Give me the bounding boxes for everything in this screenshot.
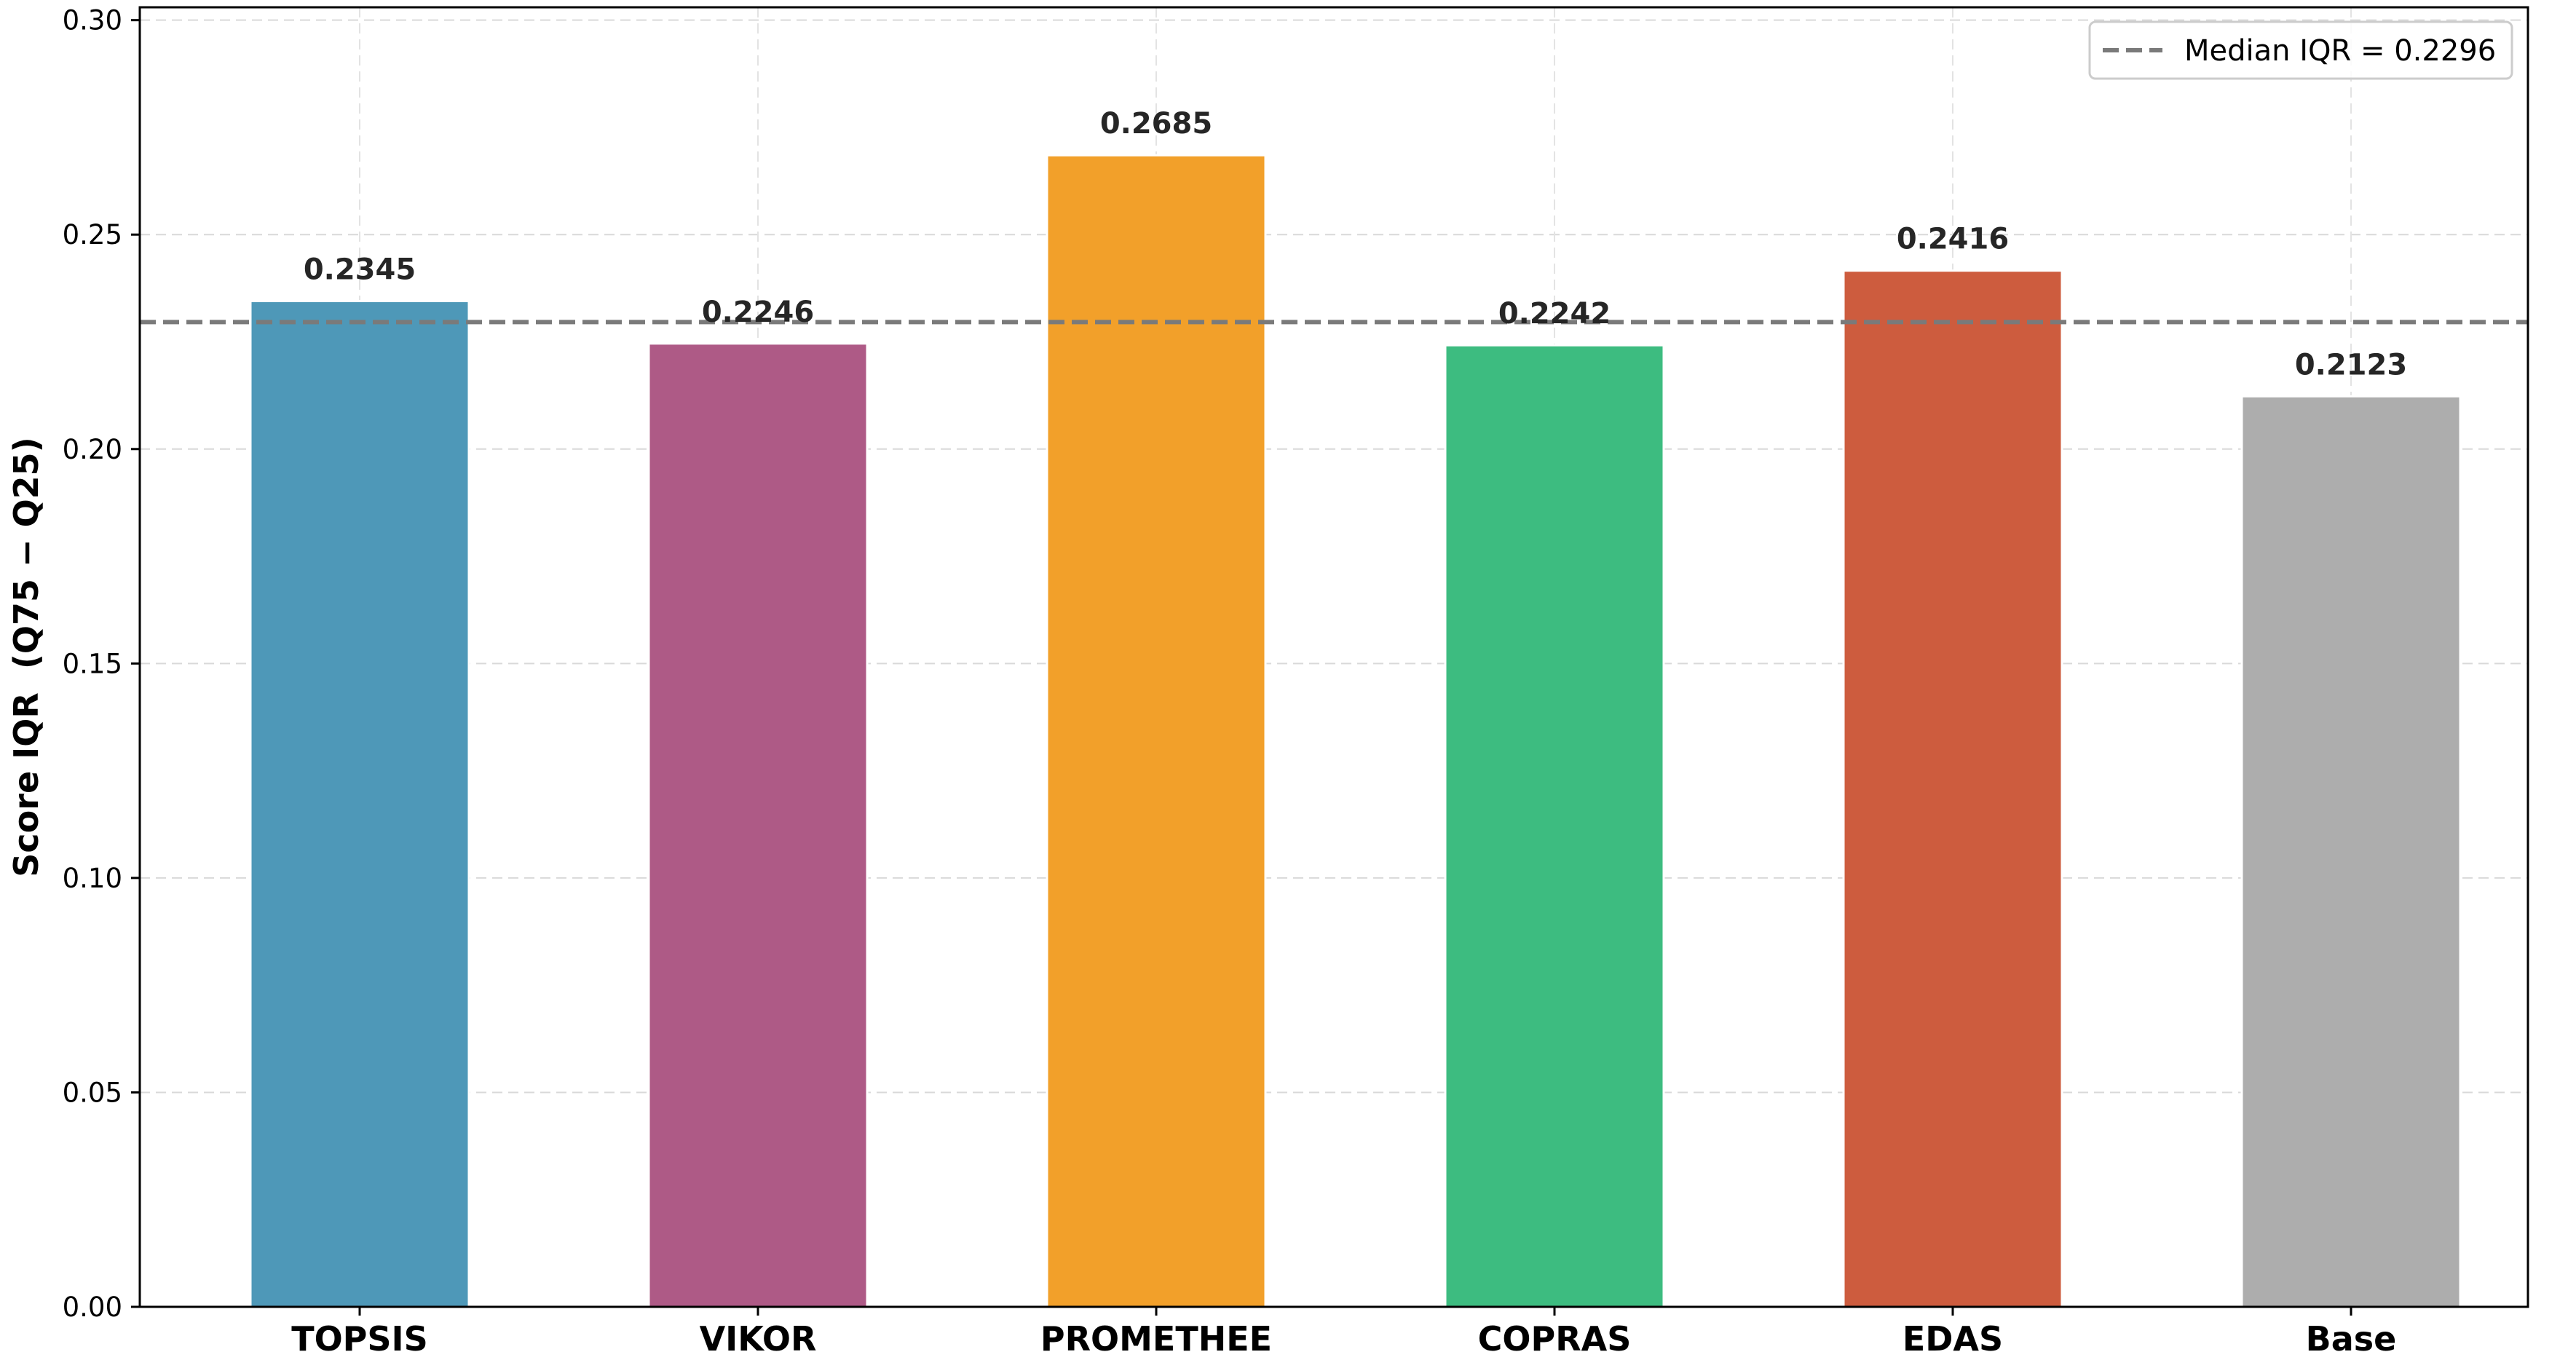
x-tick-label: PROMETHEE [1040,1319,1272,1359]
y-tick-label: 0.20 [63,434,122,465]
bar-edas [1842,269,2063,1308]
bar-copras [1444,344,1665,1308]
bar-value-label: 0.2123 [2295,348,2407,381]
bar-base [2240,395,2462,1308]
x-tick-label: VIKOR [700,1319,817,1359]
bar-promethee [1046,154,1267,1308]
x-tick-label: Base [2306,1319,2397,1359]
x-tick-label: TOPSIS [291,1319,428,1359]
plot-frame [138,6,2529,1308]
y-tick-label: 0.05 [63,1077,122,1108]
bar-value-label: 0.2246 [702,296,814,329]
bar-topsis [249,300,470,1308]
bars [249,154,2462,1308]
y-tick-label: 0.15 [63,648,122,679]
bar-value-label: 0.2242 [1498,297,1611,331]
legend-label: Median IQR = 0.2296 [2184,34,2496,68]
y-tick-label: 0.10 [63,863,122,894]
legend-box [2088,20,2513,80]
y-tick-label: 0.30 [63,5,122,36]
y-axis-label: Score IQR (Q75 − Q25) [7,437,46,877]
bar-value-label: 0.2685 [1100,107,1212,141]
axes: 0.00 0.05 0.10 0.15 0.20 0.25 0.30 TOPSIS VIKOR P… [7,5,2529,1359]
x-tick-label: COPRAS [1478,1319,1632,1359]
grid-lines [140,7,2528,1307]
value-labels: 0.2345 0.2246 0.2685 0.2242 0.2416 0.2123 [304,107,2407,381]
bar-value-label: 0.2416 [1897,223,2009,256]
bar-value-label: 0.2345 [304,253,416,287]
y-tick-label: 0.25 [63,219,122,250]
y-tick-label: 0.00 [63,1292,122,1323]
bar-vikor [647,342,869,1308]
x-tick-label: EDAS [1903,1319,2003,1359]
legend: Median IQR = 0.2296 [2088,20,2513,80]
